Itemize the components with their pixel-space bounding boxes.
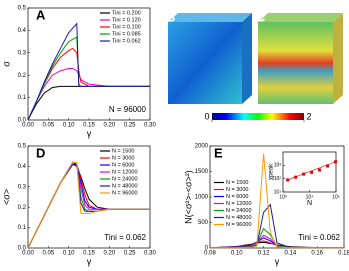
y-tick-label: 0.1 xyxy=(18,225,27,231)
panel-letter: E xyxy=(214,145,223,160)
x-tick-label: 0.20 xyxy=(103,251,115,257)
y-axis-label: <σ> xyxy=(1,189,11,205)
x-tick-label: 0.10 xyxy=(231,251,243,257)
legend-label: Tini = 0.120 xyxy=(112,17,141,23)
y-tick-label: 0.5 xyxy=(18,144,27,150)
x-tick-label: 0.20 xyxy=(103,123,115,129)
series-line xyxy=(210,153,344,249)
x-tick-label: 0.30 xyxy=(144,251,156,257)
y-tick-label: 10¹ xyxy=(274,189,282,195)
legend-label: N = 96000 xyxy=(226,222,252,228)
x-axis-label: N xyxy=(307,200,312,207)
point xyxy=(318,168,322,172)
x-tick-label: 0.10 xyxy=(63,251,75,257)
x-tick-label: 0.10 xyxy=(63,123,75,129)
y-tick-label: 0.0 xyxy=(18,118,27,124)
x-tick-label: 10³ xyxy=(279,194,287,200)
legend-label: N = 96000 xyxy=(112,190,138,196)
x-tick-label: 0.25 xyxy=(124,251,136,257)
x-tick-label: 0.05 xyxy=(42,123,54,129)
y-tick-label: 2000 xyxy=(195,144,209,150)
colorbar-label: 0 xyxy=(204,111,209,121)
panel-letter: D xyxy=(36,145,45,160)
point xyxy=(302,172,306,176)
y-tick-label: 0.4 xyxy=(18,164,27,170)
y-tick-label: 0.0 xyxy=(18,246,27,252)
cube-b xyxy=(168,13,252,104)
x-tick-label: 0.14 xyxy=(285,251,297,257)
annotation: Tini = 0.062 xyxy=(104,233,146,242)
legend-label: N = 1500 xyxy=(112,148,134,154)
x-tick-label: 0.12 xyxy=(258,251,270,257)
y-axis-label: σ xyxy=(1,61,11,67)
y-tick-label: 10³ xyxy=(274,163,282,169)
legend-label: N = 1500 xyxy=(226,180,248,186)
point xyxy=(310,170,314,174)
colorbar-label: 2 xyxy=(306,111,311,121)
legend-label: N = 24000 xyxy=(226,208,252,214)
point xyxy=(326,164,330,168)
y-axis-label: χpeak xyxy=(269,163,275,180)
x-tick-label: 0.15 xyxy=(83,123,95,129)
x-tick-label: 0.00 xyxy=(22,123,34,129)
legend-label: N = 3000 xyxy=(112,155,134,161)
y-tick-label: 0.2 xyxy=(18,73,27,79)
legend-label: N = 48000 xyxy=(112,183,138,189)
y-tick-label: 0.1 xyxy=(18,95,27,101)
y-axis-label: N(<σ²>-<σ>²) xyxy=(183,170,193,224)
x-axis-label: γ xyxy=(87,256,92,266)
legend-label: N = 12000 xyxy=(226,201,252,207)
x-axis-label: γ xyxy=(87,128,92,138)
legend-label: N = 24000 xyxy=(112,176,138,182)
x-tick-label: 0.05 xyxy=(42,251,54,257)
annotation: Tini = 0.062 xyxy=(298,233,340,242)
plot-area xyxy=(27,7,151,121)
x-tick-label: 0.00 xyxy=(22,251,34,257)
legend-label: N = 48000 xyxy=(226,215,252,221)
series-line xyxy=(27,22,150,121)
y-tick-label: 500 xyxy=(198,220,209,226)
y-tick-label: 1000 xyxy=(195,195,209,201)
x-axis-label: γ xyxy=(275,256,280,266)
legend-label: N = 6000 xyxy=(112,162,134,168)
y-tick-label: 10² xyxy=(274,176,282,182)
legend-label: N = 3000 xyxy=(226,187,248,193)
x-tick-label: 0.18 xyxy=(338,251,349,257)
y-tick-label: 0 xyxy=(205,246,209,252)
x-tick-label: 0.25 xyxy=(124,123,136,129)
y-tick-label: 0.3 xyxy=(18,184,27,190)
plot-area xyxy=(27,145,151,249)
y-tick-label: 0.4 xyxy=(18,28,27,34)
legend-label: N = 12000 xyxy=(112,169,138,175)
legend-label: N = 6000 xyxy=(226,194,248,200)
x-tick-label: 10⁴ xyxy=(306,194,314,200)
cube-c xyxy=(258,13,343,104)
point xyxy=(294,175,298,179)
legend-label: Tini = 0.100 xyxy=(112,24,141,30)
x-tick-label: 10⁵ xyxy=(332,194,340,200)
legend-label: Tini = 0.062 xyxy=(112,38,141,44)
legend-label: Tini = 0.085 xyxy=(112,31,141,37)
panel-letter: C xyxy=(256,9,266,24)
x-tick-label: 0.16 xyxy=(311,251,323,257)
x-tick-label: 0.15 xyxy=(83,251,95,257)
y-tick-label: 0.3 xyxy=(18,50,27,56)
x-tick-label: 0.30 xyxy=(144,123,156,129)
legend-label: Tini = 0.200 xyxy=(112,10,141,16)
x-tick-label: 0.08 xyxy=(204,251,216,257)
y-tick-label: 0.2 xyxy=(18,205,27,211)
point xyxy=(334,160,338,164)
colorbar xyxy=(212,113,304,120)
point xyxy=(286,178,290,182)
y-tick-label: 0.5 xyxy=(18,6,27,12)
panel-letter: B xyxy=(166,9,175,24)
panel-letter: A xyxy=(36,7,46,22)
series-line xyxy=(27,161,150,249)
y-tick-label: 1500 xyxy=(195,169,209,175)
plot-area xyxy=(282,151,337,193)
annotation: N = 96000 xyxy=(109,105,147,114)
